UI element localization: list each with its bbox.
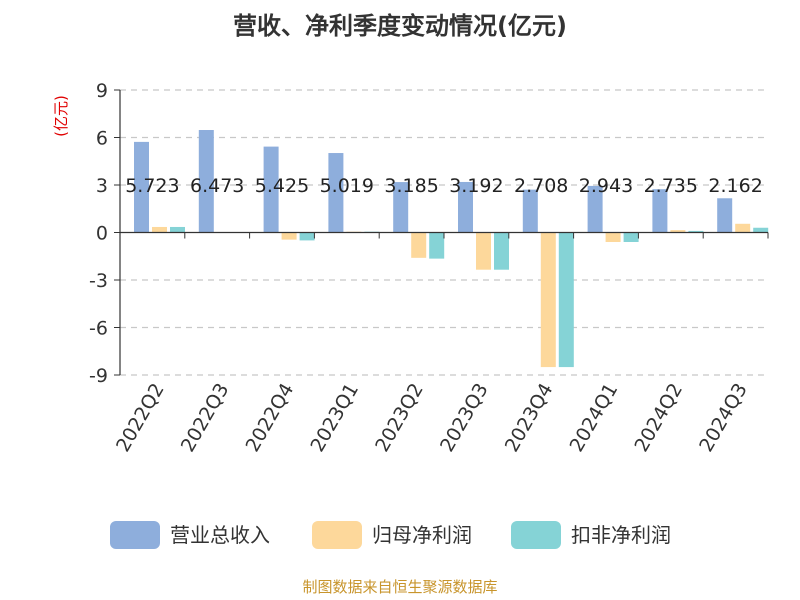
y-tick-label: -6 xyxy=(89,318,108,340)
bar-2023Q2-series-1 xyxy=(411,232,427,258)
x-tick-label: 2023Q3 xyxy=(436,380,493,456)
bar-2022Q2-series-0 xyxy=(134,141,149,233)
legend: 营业总收入 归母净利润 扣非净利润 xyxy=(110,521,671,549)
bar-2024Q1-series-1 xyxy=(605,232,621,242)
axes xyxy=(119,90,769,375)
y-tick-label: -9 xyxy=(89,365,108,387)
x-tick-label: 2022Q3 xyxy=(177,380,234,456)
data-label: 2.735 xyxy=(644,175,698,197)
y-tick-label: 6 xyxy=(96,128,108,150)
legend-label: 归母净利润 xyxy=(372,523,472,547)
legend-label: 扣非净利润 xyxy=(571,523,671,547)
bars xyxy=(134,130,769,368)
bar-2023Q2-series-2 xyxy=(429,232,445,259)
chart-title: 营收、净利季度变动情况(亿元) xyxy=(233,12,567,40)
data-label: 5.723 xyxy=(125,175,179,197)
bar-2024Q3-series-0 xyxy=(717,198,733,233)
bar-2023Q2-series-0 xyxy=(393,182,409,233)
x-tick-label: 2024Q3 xyxy=(695,380,752,456)
bar-2024Q3-series-2 xyxy=(753,227,769,233)
legend-swatch xyxy=(511,521,561,549)
y-tick-label: 0 xyxy=(96,223,108,245)
bar-2024Q3-series-1 xyxy=(735,223,751,233)
bar-2023Q4-series-1 xyxy=(540,232,556,368)
x-axis-ticks: 2022Q2 2022Q3 2022Q4 2023Q1 2023Q2 2023Q3 2023… xyxy=(112,380,752,456)
x-tick-label: 2024Q2 xyxy=(630,380,687,456)
legend-swatch xyxy=(312,521,362,549)
data-label: 5.425 xyxy=(255,175,309,197)
source-note: 制图数据来自恒生聚源数据库 xyxy=(302,578,497,596)
bar-2022Q2-series-1 xyxy=(152,226,167,233)
bar-2022Q2-series-2 xyxy=(170,226,185,233)
data-label: 2.943 xyxy=(579,175,633,197)
data-label: 3.192 xyxy=(449,175,503,197)
x-tick-label: 2023Q1 xyxy=(306,380,363,456)
bar-2024Q2-series-1 xyxy=(670,230,686,233)
bar-2023Q4-series-0 xyxy=(522,189,538,233)
bar-2023Q3-series-2 xyxy=(494,232,509,270)
x-tick-label: 2022Q4 xyxy=(242,380,299,456)
x-tick-label: 2023Q4 xyxy=(501,380,558,456)
bar-2023Q3-series-1 xyxy=(476,232,491,270)
data-label: 3.185 xyxy=(384,175,438,197)
bar-2022Q4-series-2 xyxy=(299,232,315,241)
y-tick-label: 3 xyxy=(96,175,108,197)
y-tick-label: 9 xyxy=(96,80,108,102)
data-labels: 5.723 6.473 5.425 5.019 3.185 3.192 2.708 2.943… xyxy=(125,175,763,197)
data-label: 2.162 xyxy=(708,175,762,197)
bar-2023Q3-series-0 xyxy=(458,181,473,233)
bar-2023Q4-series-2 xyxy=(558,232,574,368)
bar-2024Q2-series-2 xyxy=(688,230,704,233)
bar-2024Q2-series-0 xyxy=(652,189,668,233)
y-axis-ticks: 9 6 3 0 -3 -6 -9 xyxy=(89,80,120,387)
data-label: 2.708 xyxy=(514,175,568,197)
bar-2024Q1-series-2 xyxy=(623,232,639,242)
x-tick-label: 2023Q2 xyxy=(371,380,428,456)
data-label: 6.473 xyxy=(190,175,244,197)
bar-2023Q1-series-0 xyxy=(328,153,344,233)
gridlines xyxy=(120,89,768,376)
bar-2022Q4-series-1 xyxy=(281,232,297,240)
y-tick-label: -3 xyxy=(89,270,108,292)
bar-2024Q1-series-0 xyxy=(587,185,603,233)
x-tick-label: 2024Q1 xyxy=(566,380,623,456)
y-axis-label: (亿元) xyxy=(52,95,70,137)
data-label: 5.019 xyxy=(320,175,374,197)
legend-label: 营业总收入 xyxy=(170,523,270,547)
bar-2022Q4-series-0 xyxy=(263,146,279,233)
x-tick-label: 2022Q2 xyxy=(112,380,169,456)
legend-swatch xyxy=(110,521,160,549)
bar-2022Q3-series-0 xyxy=(198,130,214,233)
